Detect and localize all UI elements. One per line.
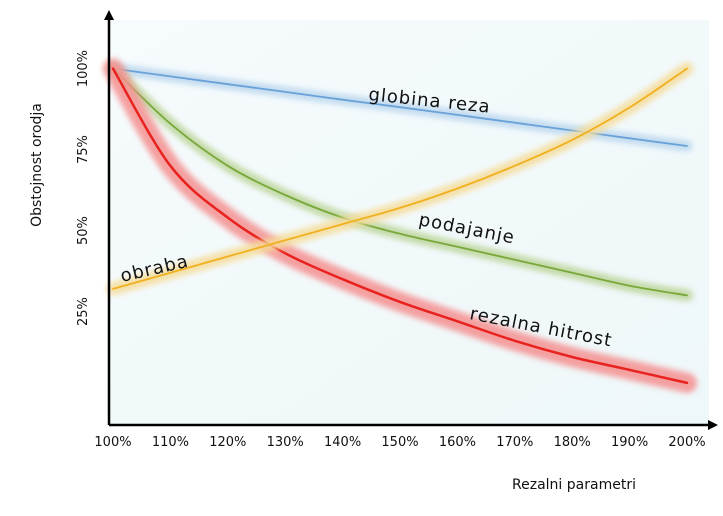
y-tick-label: 25% [76,297,91,326]
x-tick-label: 140% [324,435,361,450]
x-tick-label: 160% [439,435,476,450]
x-axis-title: Rezalni parametri [512,477,636,493]
y-tick-label: 50% [76,216,91,245]
x-tick-label: 150% [381,435,418,450]
x-tick-label: 190% [611,435,648,450]
x-tick-label: 200% [668,435,705,450]
series-group [103,58,697,393]
x-tick-label: 110% [152,435,189,450]
series-rezalna-hitrost [103,58,697,393]
x-tick-label: 170% [496,435,533,450]
x-tick-label: 120% [209,435,246,450]
y-tick-label: 75% [76,135,91,164]
series-line-podajanje [112,67,688,297]
series-obraba [106,62,694,296]
x-tick-label: 180% [554,435,591,450]
x-tick-labels: 100% 110% 120% 130% 140% 150% 160% 170% 180% 190%… [94,435,705,450]
x-tick-label: 130% [267,435,304,450]
series-line-rezalna-hitrost [111,67,689,385]
x-tick-label: 100% [94,435,131,450]
y-tick-label: 100% [76,50,91,87]
series-line-obraba [112,67,688,290]
y-axis-title: Obstojnost orodja [29,103,45,227]
y-tick-labels: 25% 50% 75% 100% [76,50,91,326]
series-podajanje [107,62,693,302]
